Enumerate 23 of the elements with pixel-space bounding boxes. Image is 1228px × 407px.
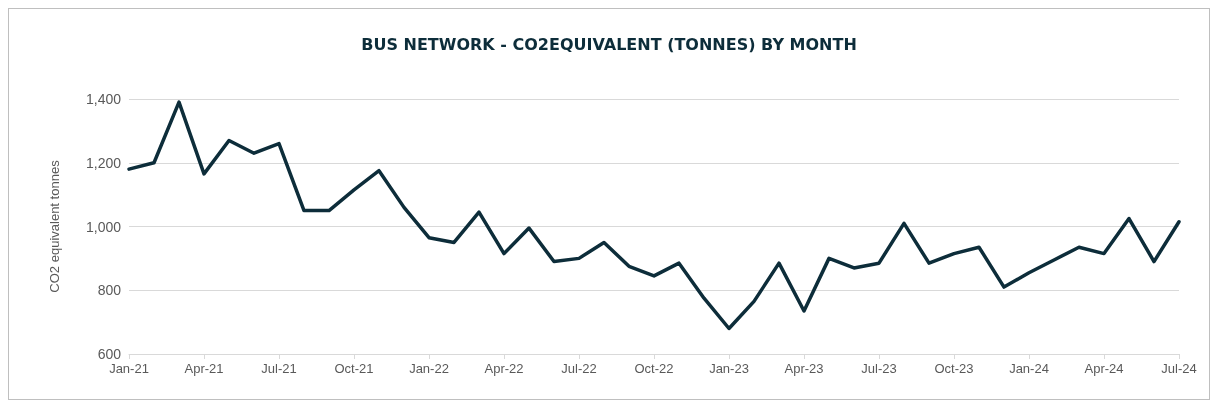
line-series — [127, 100, 1181, 331]
y-tick-label: 1,000 — [85, 218, 122, 235]
x-tick-label: Jan-21 — [109, 361, 149, 376]
x-tick-label: Oct-23 — [934, 361, 974, 376]
x-tick-label: Oct-21 — [334, 361, 374, 376]
y-tick-label: 600 — [97, 346, 122, 362]
x-tick-label: Apr-23 — [784, 361, 824, 376]
y-tick-label: 1,200 — [85, 154, 122, 171]
x-tick-label: Jan-23 — [709, 361, 749, 376]
x-tick-label: Jul-22 — [561, 361, 597, 376]
y-tick-label: 800 — [97, 282, 122, 299]
x-tick-label: Jan-24 — [1009, 361, 1049, 376]
y-tick-label: 1,400 — [85, 91, 122, 107]
x-tick-label: Apr-24 — [1084, 361, 1124, 376]
x-tick-label: Apr-21 — [184, 361, 224, 376]
x-tick-label: Jul-24 — [1161, 361, 1197, 376]
y-axis-title: CO2 equivalent tonnes — [47, 159, 62, 293]
x-tick-label: Oct-22 — [634, 361, 674, 376]
x-tick-label: Jan-22 — [409, 361, 449, 376]
x-tick-label: Apr-22 — [484, 361, 524, 376]
x-tick-label: Jul-21 — [261, 361, 297, 376]
chart-title: BUS NETWORK - CO2EQUIVALENT (TONNES) BY MONTH — [361, 34, 857, 54]
x-tick-label: Jul-23 — [861, 361, 897, 376]
